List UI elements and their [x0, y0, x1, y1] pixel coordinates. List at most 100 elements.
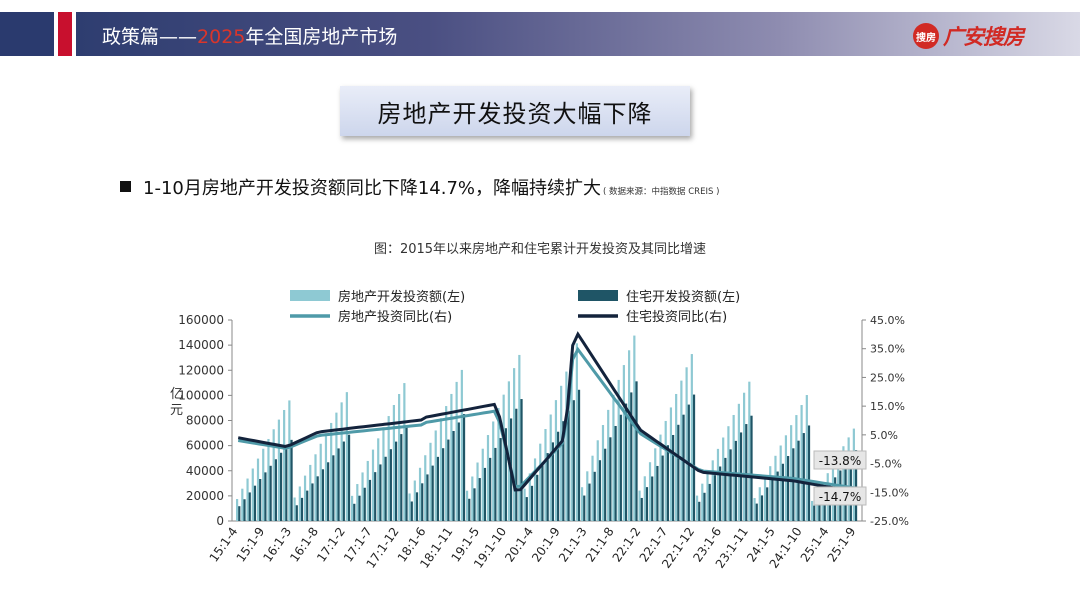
bar-realestate: [251, 468, 254, 521]
y-tick-label: 40000: [186, 464, 224, 478]
bar-residential: [452, 430, 455, 521]
bar-realestate: [507, 381, 510, 521]
bar-residential: [598, 460, 602, 521]
bar-realestate: [298, 486, 301, 521]
bar-residential: [713, 475, 717, 521]
bar-realestate: [361, 472, 364, 521]
x-tick-label: 25:1-9: [825, 525, 859, 565]
chart-title: 图：2015年以来房地产和住宅累计开发投资及其同比增速: [373, 242, 707, 257]
bar-residential: [672, 434, 675, 521]
header-title-year: 2025: [197, 26, 246, 48]
bar-realestate: [810, 500, 814, 521]
bar-realestate: [852, 428, 855, 521]
bar-realestate: [607, 409, 610, 521]
bar-realestate: [246, 478, 249, 521]
bar-residential: [562, 421, 565, 521]
bar-realestate: [753, 498, 756, 521]
bar-realestate: [763, 476, 767, 521]
bar-realestate: [465, 490, 469, 521]
logo-icon: 搜房: [913, 23, 939, 49]
bar-residential: [745, 424, 748, 521]
bar-realestate: [533, 458, 537, 521]
bar-realestate: [570, 357, 573, 521]
bar-realestate: [277, 419, 281, 521]
bar-realestate: [549, 414, 552, 521]
bar-realestate: [675, 393, 678, 521]
bar-realestate: [398, 394, 401, 521]
y2-tick-label: 25.0%: [870, 371, 905, 384]
bar-residential: [478, 478, 481, 521]
header-title-suffix: 年全国房地产市场: [245, 26, 398, 48]
bar-realestate: [654, 448, 657, 521]
bar-residential: [645, 487, 649, 521]
y2-tick-label: 35.0%: [870, 343, 905, 356]
y2-tick-label: -15.0%: [870, 486, 909, 499]
bar-realestate: [601, 425, 605, 521]
bar-residential: [280, 452, 283, 521]
brand-logo: 搜房 广安搜房: [913, 21, 1024, 51]
bar-residential: [332, 455, 335, 521]
bar-residential: [489, 457, 492, 521]
bar-residential: [635, 381, 638, 521]
bar-residential: [729, 449, 732, 521]
bar-realestate: [335, 412, 338, 521]
bar-residential: [536, 474, 539, 521]
bar-residential: [442, 448, 445, 521]
bar-realestate: [439, 418, 443, 521]
bar-residential: [499, 438, 502, 521]
bar-realestate: [330, 422, 333, 521]
annotation-box: [813, 450, 867, 470]
bar-realestate: [680, 380, 683, 521]
bar-realestate: [481, 448, 484, 521]
bar-residential: [781, 463, 784, 521]
bar-residential: [787, 456, 790, 521]
legend-swatch: [578, 290, 618, 301]
legend-label: 房地产投资同比(右): [338, 309, 452, 325]
bar-realestate: [779, 445, 782, 521]
bar-realestate: [805, 395, 808, 521]
y-tick-label: 100000: [178, 388, 224, 402]
bar-realestate: [288, 400, 291, 521]
bar-residential: [415, 492, 419, 521]
bar-residential: [426, 474, 429, 521]
bar-residential: [389, 449, 392, 521]
bar-realestate: [596, 440, 599, 521]
bar-realestate: [236, 499, 239, 521]
bar-residential: [567, 410, 570, 521]
bar-realestate: [434, 430, 437, 521]
y-axis-label: 亿: [170, 387, 183, 402]
bar-residential: [337, 448, 340, 521]
bar-realestate: [732, 414, 735, 521]
bar-residential: [253, 485, 257, 521]
bar-residential: [661, 455, 664, 521]
bar-realestate: [664, 420, 667, 521]
bar-realestate: [847, 437, 850, 521]
bar-residential: [677, 424, 680, 521]
bar-realestate: [387, 416, 390, 521]
bar-realestate: [575, 343, 578, 521]
bar-realestate: [314, 454, 317, 521]
bar-residential: [368, 479, 372, 521]
bar-realestate: [340, 402, 343, 521]
bar-realestate: [293, 497, 296, 521]
bar-realestate: [476, 462, 479, 521]
bar-residential: [410, 501, 413, 521]
bar-residential: [792, 448, 795, 521]
header-block-navy: [0, 12, 54, 56]
bar-residential: [274, 459, 277, 521]
bar-realestate: [737, 403, 740, 521]
bar-realestate: [591, 455, 594, 521]
bar-residential: [379, 464, 382, 521]
bar-residential: [447, 439, 450, 521]
bar-realestate: [350, 495, 354, 521]
bar-residential: [755, 503, 758, 521]
bar-residential: [311, 483, 314, 521]
bar-residential: [520, 399, 523, 521]
bar-residential: [577, 389, 581, 521]
bar-realestate: [403, 383, 406, 521]
y-tick-label: 0: [216, 514, 224, 528]
y2-tick-label: -5.0%: [870, 458, 902, 471]
bar-realestate: [711, 460, 714, 521]
bar-residential: [374, 472, 377, 521]
y-tick-label: 80000: [186, 414, 224, 428]
